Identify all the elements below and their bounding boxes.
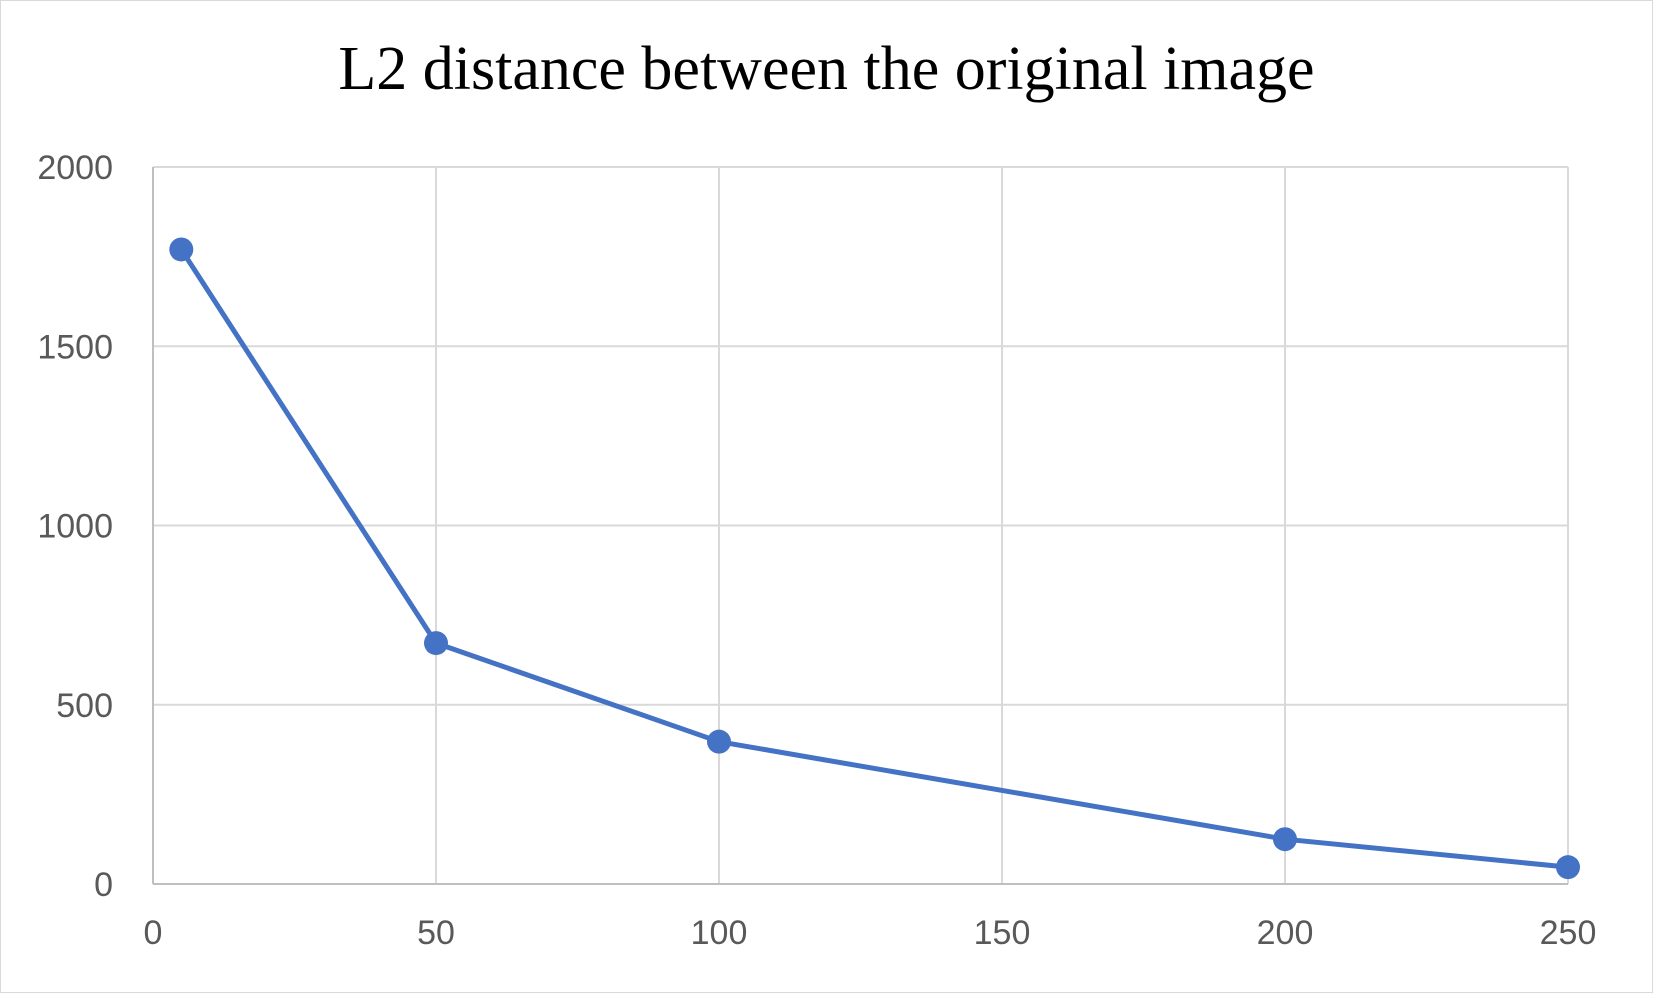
x-tick-label: 150	[974, 914, 1031, 952]
x-tick-label: 250	[1540, 914, 1597, 952]
y-tick-label: 1500	[37, 328, 113, 366]
series-line	[179, 248, 1569, 870]
y-tick-label: 1000	[37, 508, 113, 546]
data-point	[1273, 827, 1297, 852]
chart-title: L2 distance between the original image	[338, 35, 1315, 103]
x-tick-label: 0	[144, 914, 163, 952]
data-point	[1556, 855, 1580, 880]
data-point	[169, 237, 194, 262]
x-tick-label: 50	[417, 914, 455, 952]
x-tick-label: 100	[691, 914, 748, 952]
data-point	[707, 729, 731, 754]
y-tick-label: 0	[94, 866, 113, 904]
y-tick-label: 500	[56, 687, 113, 725]
data-point	[424, 631, 448, 656]
y-tick-label: 2000	[37, 149, 113, 187]
x-tick-label: 200	[1257, 914, 1314, 952]
